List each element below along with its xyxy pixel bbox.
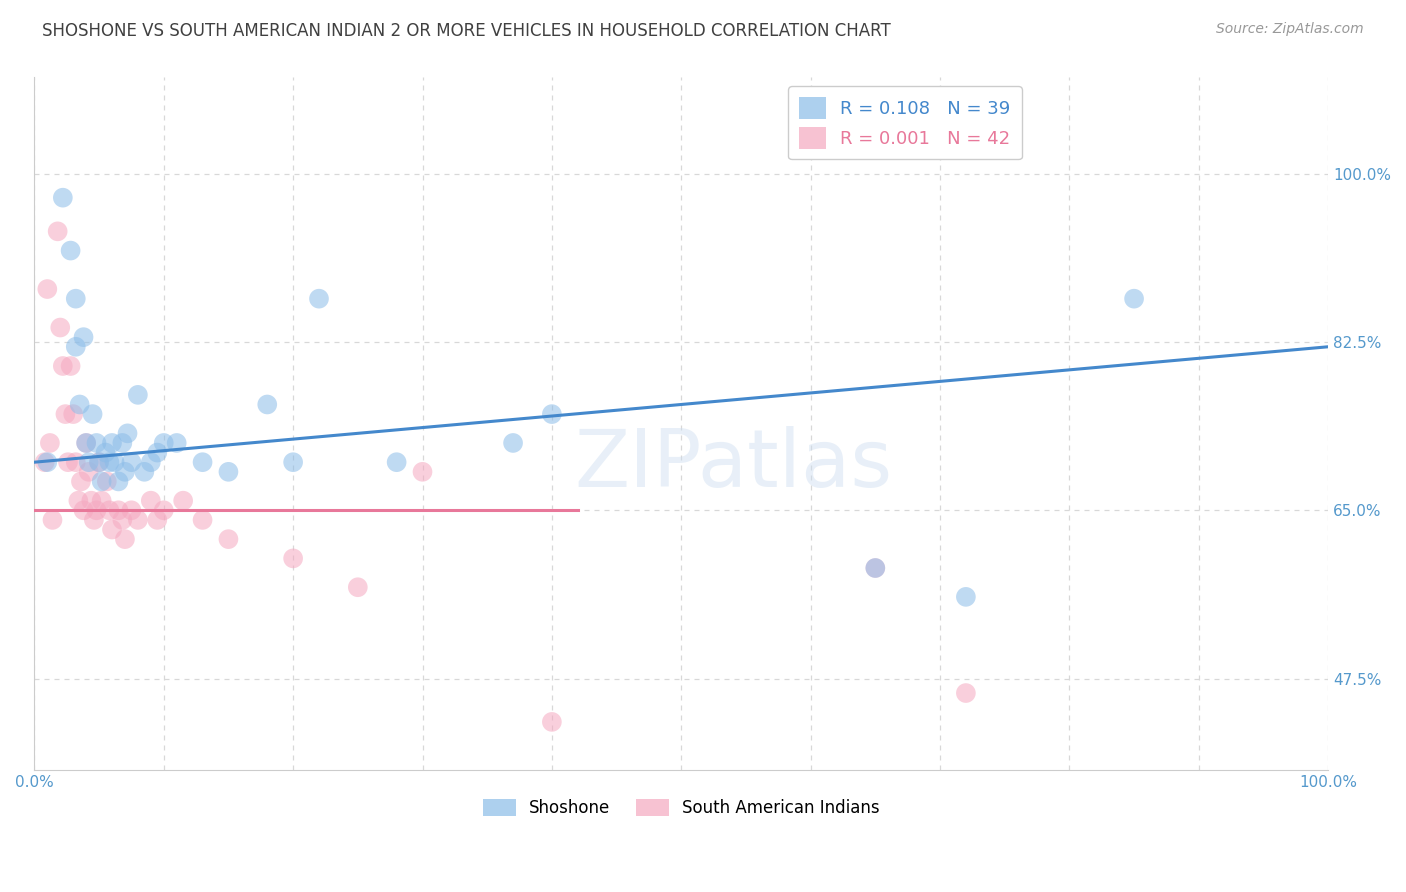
Point xyxy=(87,455,110,469)
Point xyxy=(412,465,434,479)
Point xyxy=(101,436,124,450)
Point xyxy=(114,465,136,479)
Point xyxy=(75,436,97,450)
Point xyxy=(127,513,149,527)
Point xyxy=(65,455,87,469)
Point xyxy=(111,436,134,450)
Point xyxy=(191,455,214,469)
Point xyxy=(37,282,59,296)
Point xyxy=(127,388,149,402)
Point xyxy=(502,436,524,450)
Text: ZIPatlas: ZIPatlas xyxy=(574,426,891,504)
Point xyxy=(52,191,75,205)
Point xyxy=(134,465,156,479)
Text: SHOSHONE VS SOUTH AMERICAN INDIAN 2 OR MORE VEHICLES IN HOUSEHOLD CORRELATION CH: SHOSHONE VS SOUTH AMERICAN INDIAN 2 OR M… xyxy=(42,22,891,40)
Point xyxy=(281,551,304,566)
Text: Source: ZipAtlas.com: Source: ZipAtlas.com xyxy=(1216,22,1364,37)
Point xyxy=(90,475,112,489)
Point xyxy=(308,292,330,306)
Point xyxy=(96,475,118,489)
Point xyxy=(37,455,59,469)
Point xyxy=(77,465,100,479)
Point xyxy=(865,561,887,575)
Point xyxy=(101,523,124,537)
Point xyxy=(72,503,94,517)
Point xyxy=(80,493,103,508)
Point xyxy=(385,455,408,469)
Point xyxy=(56,455,79,469)
Point xyxy=(86,436,108,450)
Point xyxy=(49,320,72,334)
Point xyxy=(59,244,82,258)
Point xyxy=(34,455,56,469)
Point xyxy=(65,292,87,306)
Point xyxy=(75,436,97,450)
Point xyxy=(152,503,174,517)
Point xyxy=(38,436,60,450)
Point xyxy=(114,532,136,546)
Point xyxy=(107,503,129,517)
Point xyxy=(117,426,139,441)
Point xyxy=(139,455,162,469)
Point xyxy=(172,493,194,508)
Point xyxy=(152,436,174,450)
Point xyxy=(111,513,134,527)
Legend: Shoshone, South American Indians: Shoshone, South American Indians xyxy=(477,792,887,824)
Point xyxy=(146,445,169,459)
Point xyxy=(41,513,63,527)
Point xyxy=(541,407,564,421)
Point xyxy=(52,359,75,373)
Point xyxy=(46,224,69,238)
Point xyxy=(69,397,91,411)
Point xyxy=(86,503,108,517)
Point xyxy=(191,513,214,527)
Point xyxy=(1123,292,1146,306)
Point xyxy=(955,590,977,604)
Point xyxy=(541,714,564,729)
Point xyxy=(865,561,887,575)
Point xyxy=(146,513,169,527)
Point xyxy=(59,359,82,373)
Point xyxy=(77,455,100,469)
Point xyxy=(83,513,105,527)
Point xyxy=(72,330,94,344)
Point xyxy=(120,503,142,517)
Point xyxy=(281,455,304,469)
Point xyxy=(82,407,104,421)
Point xyxy=(67,493,90,508)
Point xyxy=(139,493,162,508)
Point xyxy=(166,436,188,450)
Point xyxy=(98,503,121,517)
Point xyxy=(62,407,84,421)
Point xyxy=(87,455,110,469)
Point xyxy=(217,532,239,546)
Point xyxy=(55,407,77,421)
Point xyxy=(90,493,112,508)
Point xyxy=(107,475,129,489)
Point xyxy=(120,455,142,469)
Point xyxy=(98,455,121,469)
Point xyxy=(217,465,239,479)
Point xyxy=(94,445,117,459)
Point xyxy=(955,686,977,700)
Point xyxy=(70,475,93,489)
Point xyxy=(65,340,87,354)
Point xyxy=(256,397,278,411)
Point xyxy=(346,580,368,594)
Point xyxy=(103,455,125,469)
